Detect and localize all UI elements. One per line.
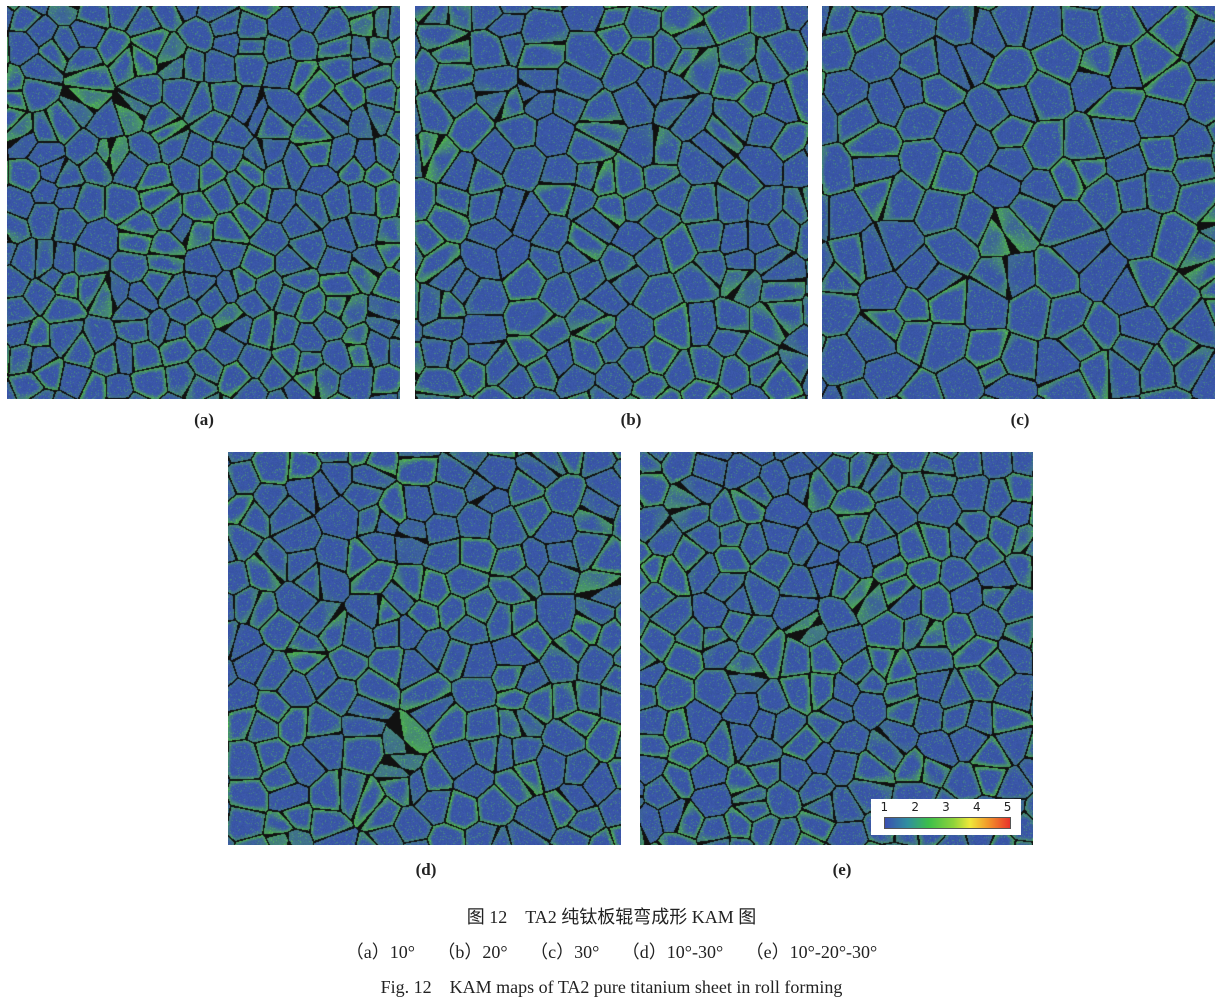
subcaption-text: （a）10° （b）20° （c）30° （d）10°-30° （e）10°-2… [346, 942, 878, 962]
panel-label-a: (a) [174, 410, 234, 430]
panel-label-b: (b) [601, 410, 661, 430]
kam-colorbar: 1 2 3 4 5 [871, 799, 1021, 835]
colorbar-tick: 1 [881, 800, 889, 814]
colorbar-tick: 5 [1004, 800, 1012, 814]
caption-chinese-text: 图 12 TA2 纯钛板辊弯成形 KAM 图 [467, 907, 757, 927]
panel-label-c: (c) [990, 410, 1050, 430]
caption-chinese: 图 12 TA2 纯钛板辊弯成形 KAM 图 [0, 903, 1223, 929]
colorbar-tick: 3 [942, 800, 950, 814]
subcaption: （a）10° （b）20° （c）30° （d）10°-30° （e）10°-2… [0, 938, 1223, 964]
kam-map-e: 1 2 3 4 5 [640, 452, 1033, 845]
panel-label-d: (d) [396, 860, 456, 880]
kam-map-c [822, 6, 1215, 399]
colorbar-tick: 2 [911, 800, 919, 814]
kam-map-b [415, 6, 808, 399]
kam-map-d [228, 452, 621, 845]
kam-map-a [7, 6, 400, 399]
caption-english: Fig. 12 KAM maps of TA2 pure titanium sh… [0, 973, 1223, 999]
colorbar-gradient [884, 817, 1011, 829]
panel-label-e: (e) [812, 860, 872, 880]
colorbar-ticks: 1 2 3 4 5 [879, 800, 1013, 814]
caption-english-text: Fig. 12 KAM maps of TA2 pure titanium sh… [381, 977, 843, 997]
colorbar-tick: 4 [973, 800, 981, 814]
